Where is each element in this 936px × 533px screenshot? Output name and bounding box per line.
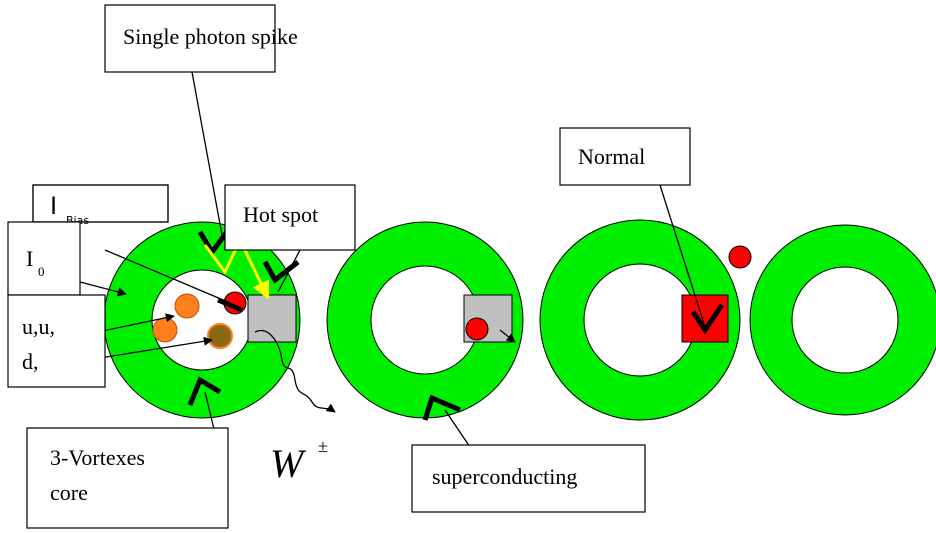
chevron [690, 303, 725, 335]
vortex [152, 317, 178, 343]
label: core [50, 480, 88, 505]
leader [277, 249, 301, 293]
label-box [32, 184, 169, 223]
ring [750, 225, 936, 415]
leader [444, 409, 471, 448]
label: Normal [578, 144, 645, 169]
chevron [217, 297, 243, 313]
label: d, [22, 349, 39, 374]
arrow [499, 329, 516, 343]
leader [659, 184, 706, 328]
ring-edge [791, 266, 899, 374]
leader [191, 71, 223, 236]
w-charge: ± [318, 436, 328, 456]
leader [104, 249, 229, 303]
leader-lines [49, 71, 706, 463]
label-box [7, 294, 106, 388]
particle [465, 317, 489, 341]
label-box [7, 221, 81, 296]
label-box [224, 184, 356, 251]
ring-edge [370, 265, 480, 375]
label: superconducting [432, 464, 577, 489]
label-box [559, 127, 691, 186]
label-box [104, 4, 276, 73]
arrow [79, 281, 127, 297]
ring-edge [749, 224, 936, 416]
label: 3-Vortexes [50, 445, 145, 470]
label-box [411, 444, 646, 513]
w-path [254, 329, 336, 413]
label-box [26, 427, 229, 529]
photon-path [203, 236, 270, 300]
hot-spot [247, 294, 297, 343]
chevron [187, 376, 222, 406]
label-box [32, 184, 169, 223]
vortex [207, 323, 233, 349]
label: Hot spot [243, 202, 318, 227]
vortex [174, 293, 200, 319]
label: I [26, 246, 33, 271]
normal-spot [681, 294, 729, 343]
label: u,u, [22, 314, 55, 339]
w-boson: W [270, 441, 307, 486]
label: Single photon spike [123, 24, 298, 49]
chevron [422, 394, 461, 421]
label: I [50, 192, 57, 220]
particle [728, 245, 752, 269]
label-sub: 0 [38, 264, 45, 279]
ring-edge [539, 219, 741, 421]
ring-edge [583, 263, 697, 377]
